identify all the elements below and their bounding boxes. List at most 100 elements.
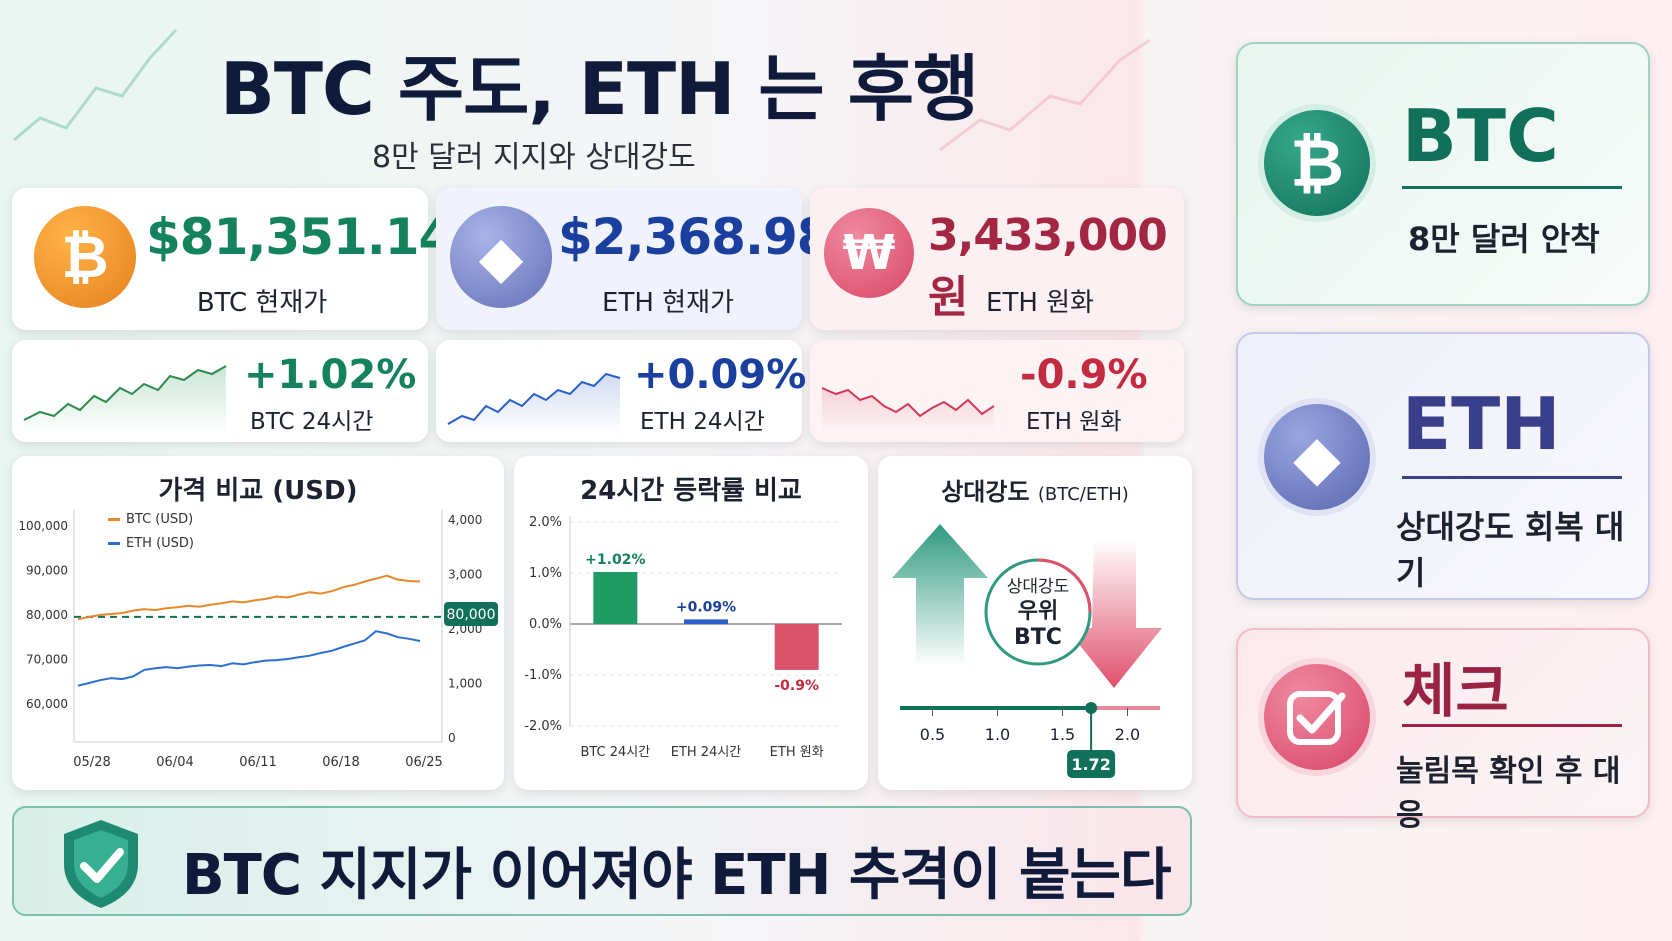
legend-btc-swatch [108, 518, 120, 521]
btc-summary-title: BTC [1402, 94, 1559, 178]
won-icon: ₩ [824, 208, 914, 298]
btc-summary-desc: 8만 달러 안착 [1408, 220, 1600, 258]
bar-value-label: +0.09% [676, 599, 736, 615]
btc-price-line [77, 574, 421, 621]
eth-krw-change-label: ETH 원화 [1026, 409, 1122, 435]
btc-summary-divider [1402, 186, 1622, 189]
eth-summary-title: ETH [1402, 382, 1561, 466]
page-subtitle: 8만 달러 지지와 상대강도 [372, 140, 696, 175]
y-tick-label: 2.0% [529, 515, 562, 530]
legend-btc-label: BTC (USD) [126, 512, 193, 527]
strength-badge-line3: BTC [1014, 625, 1062, 650]
summary-banner: BTC 지지가 이어져야 ETH 추격이 붙는다 [12, 806, 1192, 916]
bar-value-label: -0.9% [774, 678, 819, 694]
eth-price: $2,368.98 [558, 208, 832, 266]
eth-krw-label: ETH 원화 [986, 288, 1094, 318]
y-right-tick-label: 4,000 [448, 513, 482, 527]
eth-summary-divider [1402, 476, 1622, 479]
checkbox-icon [1258, 658, 1376, 776]
x-tick-label: 06/18 [322, 755, 359, 770]
eth-change-value: +0.09% [634, 352, 807, 398]
eth-summary-desc: 상대강도 회복 대기 [1396, 508, 1625, 592]
eth-change-label: ETH 24시간 [640, 409, 765, 435]
y-left-tick-label: 60,000 [26, 697, 68, 711]
btc-change-label: BTC 24시간 [250, 409, 374, 435]
strength-badge-line2: 우위 [1018, 599, 1058, 624]
check-summary-desc: 눌림목 확인 후 대응 [1396, 754, 1621, 833]
x-category-label: ETH 원화 [770, 745, 824, 760]
y-left-tick-label: 80,000 [26, 608, 68, 622]
legend-eth-label: ETH (USD) [126, 536, 194, 551]
change-bar [684, 619, 728, 624]
bitcoin-icon: ₿ [1258, 104, 1376, 222]
change-bar-chart: 2.0% 1.0% 0.0% -1.0% -2.0% +1.02% BTC 24시간 +0.0… [524, 515, 842, 760]
shield-check-icon [64, 820, 138, 908]
btc-price-card: ₿ $81,351.14 BTC 현재가 [12, 188, 453, 330]
check-summary-divider [1402, 724, 1622, 727]
reference-value-badge [444, 602, 498, 626]
btc-price: $81,351.14 [146, 208, 453, 266]
eth-krw-change-value: -0.9% [1020, 352, 1148, 398]
y-tick-label: -1.0% [524, 668, 562, 683]
x-category-label: ETH 24시간 [671, 745, 742, 760]
btc-change-card: +1.02% BTC 24시간 [12, 340, 428, 442]
eth-krw-sparkline [821, 387, 995, 434]
strength-badge-accent [1037, 558, 1092, 613]
eth-sparkline [447, 372, 621, 434]
y-right-tick-label: 1,000 [448, 677, 482, 691]
y-right-tick-label: 3,000 [448, 568, 482, 582]
y-tick-label: -2.0% [524, 719, 562, 734]
price-comparison-panel: 가격 비교 (USD) 100,000 90,000 80,000 70,000 60,… [12, 456, 504, 790]
legend-eth-swatch [108, 542, 120, 545]
check-summary-title: 체크 [1402, 657, 1509, 725]
bar-value-label: +1.02% [585, 552, 645, 568]
y-tick-label: 0.0% [529, 617, 562, 632]
x-tick-label: 05/28 [73, 755, 110, 770]
btc-sparkline [23, 365, 227, 434]
x-tick-label: 06/04 [156, 755, 193, 770]
strength-badge-line1: 상대강도 [1007, 577, 1070, 597]
eth-krw-card: ₩ 3,433,000원 ETH 원화 [810, 188, 1184, 330]
strength-title: 상대강도 (BTC/ETH) [941, 478, 1129, 506]
ethereum-icon: ◆ [450, 206, 552, 308]
y-right-tick-label: 0 [448, 731, 456, 745]
btc-price-label: BTC 현재가 [196, 288, 328, 318]
x-tick-label: 06/11 [239, 755, 276, 770]
bitcoin-icon: ₿ [34, 206, 136, 308]
change-bar [593, 571, 638, 624]
scale-tick-label: 0.5 [920, 725, 945, 744]
relative-strength-panel: 상대강도 (BTC/ETH) 상대강도 우위 BTC 0.5 1.0 1.5 2.0 1… [878, 456, 1192, 790]
page-title: BTC 주도, ETH 는 후행 [220, 47, 979, 131]
y-left-tick-label: 90,000 [26, 564, 68, 578]
change-comparison-panel: 24시간 등락률 비교 2.0% 1.0% 0.0% -1.0% -2.0% +1.02%… [514, 456, 868, 790]
ethereum-icon: ◆ [1258, 398, 1376, 516]
btc-change-value: +1.02% [244, 352, 417, 398]
scale-tick-label: 1.0 [985, 725, 1010, 744]
check-summary-card: 체크 눌림목 확인 후 대응 [1236, 628, 1650, 833]
price-line-chart: 100,000 90,000 80,000 70,000 60,000 4,000 3,00… [18, 510, 498, 770]
eth-price-card: ◆ $2,368.98 ETH 현재가 [436, 188, 832, 330]
scale-tick-label: 1.5 [1050, 725, 1075, 744]
change-chart-title: 24시간 등락률 비교 [580, 476, 802, 506]
strength-graphic: 상대강도 우위 BTC 0.5 1.0 1.5 2.0 1.72 [892, 524, 1162, 778]
x-tick-label: 06/25 [405, 755, 442, 770]
btc-summary-card: ₿ BTC 8만 달러 안착 [1236, 42, 1650, 306]
strength-value-label: 1.72 [1071, 755, 1110, 774]
down-arrow-icon [1066, 540, 1162, 688]
up-arrow-icon [892, 524, 988, 666]
eth-change-card: +0.09% ETH 24시간 [436, 340, 806, 442]
eth-price-label: ETH 현재가 [602, 288, 734, 318]
y-left-tick-label: 70,000 [26, 653, 68, 667]
banner-text: BTC 지지가 이어져야 ETH 추격이 붙는다 [182, 843, 1172, 908]
eth-price-line [77, 630, 421, 687]
y-left-tick-label: 100,000 [18, 519, 68, 533]
scale-tick-label: 2.0 [1115, 725, 1140, 744]
background-decoration [13, 28, 1151, 152]
reference-value-label: 80,000 [447, 607, 496, 623]
eth-summary-card: ◆ ETH 상대강도 회복 대기 [1236, 332, 1650, 600]
y-tick-label: 1.0% [529, 566, 562, 581]
change-bar [774, 624, 819, 670]
eth-krw-price: 3,433,000원 [928, 210, 1168, 323]
strength-value-badge [1067, 750, 1116, 778]
eth-krw-change-card: -0.9% ETH 원화 [810, 340, 1184, 442]
